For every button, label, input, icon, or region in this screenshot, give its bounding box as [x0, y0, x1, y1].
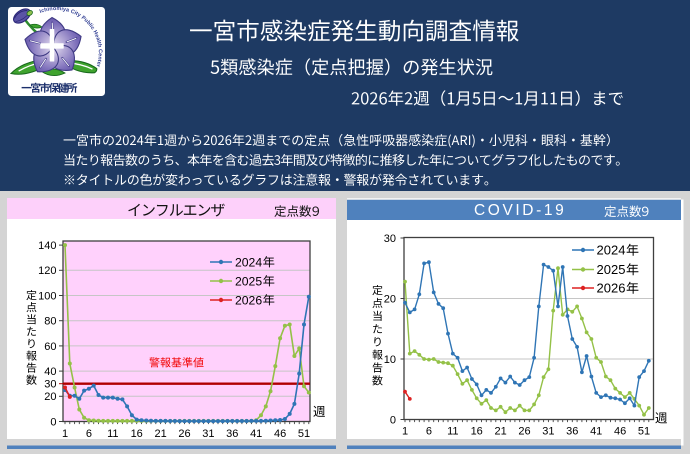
svg-text:26: 26	[518, 426, 530, 438]
svg-text:140: 140	[38, 240, 56, 252]
svg-text:46: 46	[274, 428, 286, 440]
svg-text:31: 31	[202, 428, 214, 440]
svg-text:21: 21	[494, 426, 506, 438]
svg-text:10: 10	[384, 354, 396, 366]
svg-text:21: 21	[154, 428, 166, 440]
svg-text:20: 20	[384, 293, 396, 305]
svg-text:16: 16	[471, 426, 483, 438]
svg-text:2024: 2024	[235, 255, 262, 269]
svg-text:51: 51	[298, 428, 310, 440]
svg-text:16: 16	[131, 428, 143, 440]
svg-text:0: 0	[390, 414, 396, 426]
svg-text:1: 1	[62, 428, 68, 440]
svg-text:46: 46	[614, 426, 626, 438]
svg-text:0: 0	[50, 416, 56, 428]
svg-text:1: 1	[402, 426, 408, 438]
svg-text:100: 100	[38, 290, 56, 302]
svg-text:40: 40	[44, 366, 56, 378]
svg-text:31: 31	[542, 426, 554, 438]
svg-text:41: 41	[590, 426, 602, 438]
svg-text:6: 6	[426, 426, 432, 438]
svg-text:51: 51	[638, 426, 650, 438]
svg-text:COVID-19: COVID-19	[474, 202, 566, 219]
svg-text:60: 60	[44, 341, 56, 353]
svg-text:6: 6	[86, 428, 92, 440]
svg-text:120: 120	[38, 265, 56, 277]
svg-text:11: 11	[107, 428, 118, 440]
svg-text:2025: 2025	[597, 262, 626, 277]
svg-text:30: 30	[384, 233, 396, 245]
svg-text:20: 20	[44, 391, 56, 403]
svg-text:41: 41	[250, 428, 262, 440]
svg-text:2026: 2026	[597, 281, 626, 296]
svg-text:36: 36	[226, 428, 238, 440]
svg-text:11: 11	[447, 426, 458, 438]
svg-text:80: 80	[44, 316, 56, 328]
svg-text:2024: 2024	[597, 243, 626, 258]
svg-text:2025: 2025	[235, 274, 262, 288]
svg-text:36: 36	[566, 426, 578, 438]
svg-text:26: 26	[178, 428, 190, 440]
svg-text:2026: 2026	[235, 293, 262, 307]
svg-text:30: 30	[44, 379, 56, 391]
